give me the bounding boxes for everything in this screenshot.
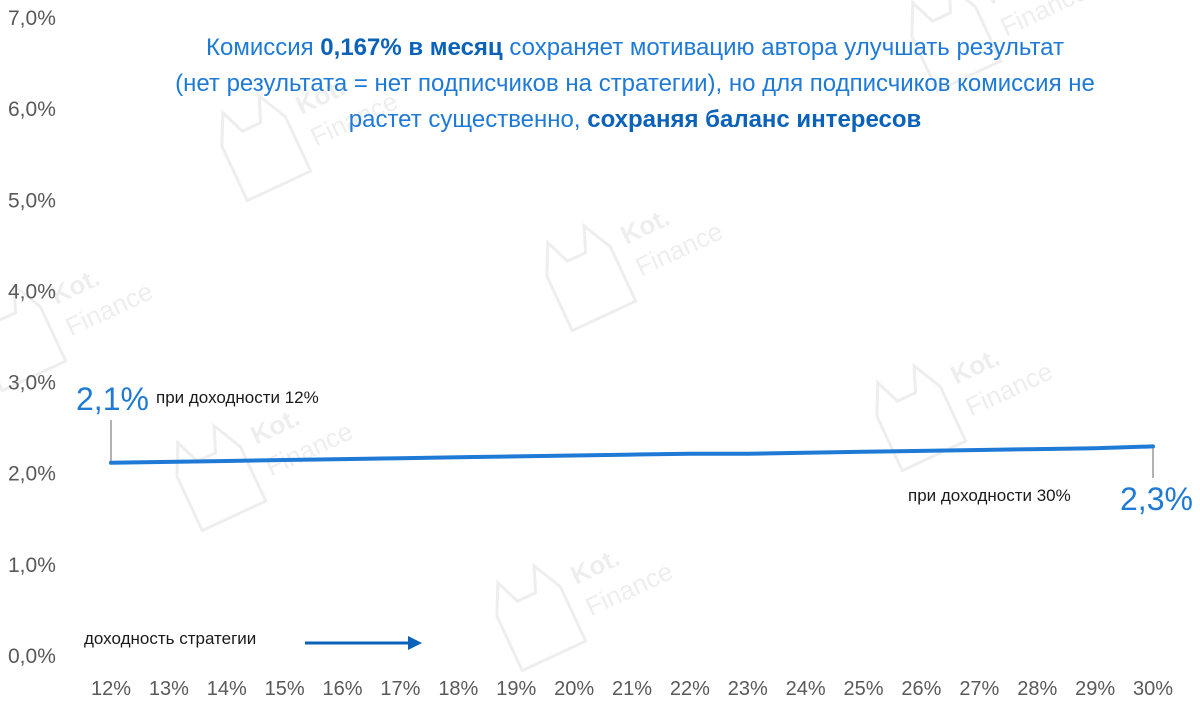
x-axis: 12% 13% 14% 15% 16% 17% 18% 19% 20% 21% 22% 23% 24% 2… [91,678,1173,700]
y-axis: 0,0% 1,0% 2,0% 3,0% 4,0% 5,0% 6,0% 7,0% [8,7,56,668]
x-tick-label: 26% [901,678,941,700]
chart-caption: Комиссия 0,167% в месяц сохраняет мотива… [100,30,1170,138]
y-tick-label: 6,0% [8,98,56,121]
x-tick-label: 20% [554,678,594,700]
x-tick-label: 30% [1133,678,1173,700]
y-tick-label: 1,0% [8,554,56,577]
x-tick-label: 24% [786,678,826,700]
x-tick-label: 23% [728,678,768,700]
x-tick-label: 27% [959,678,999,700]
x-tick-label: 19% [496,678,536,700]
x-axis-note: доходность стратегии [84,629,257,648]
watermark-logo: Kot.Finance [0,262,157,393]
x-tick-label: 17% [380,678,420,700]
end-value-label: 2,3% [1120,481,1193,517]
caption-line-2: (нет результата = нет подписчиков на стр… [175,70,1095,97]
series-line [109,444,1155,465]
x-tick-label: 13% [149,678,189,700]
x-tick-label: 14% [207,678,247,700]
x-tick-label: 15% [265,678,305,700]
y-tick-label: 5,0% [8,189,56,212]
watermark-logo: Kot.Finance [545,202,727,333]
x-tick-label: 21% [612,678,652,700]
start-note: при доходности 12% [156,388,319,407]
y-tick-label: 4,0% [8,280,56,303]
y-tick-label: 7,0% [8,7,56,30]
watermark-logo: Kot.Finance [875,342,1057,473]
end-note: при доходности 30% [908,486,1071,505]
x-tick-label: 25% [844,678,884,700]
start-value-label: 2,1% [76,381,149,417]
x-tick-label: 28% [1017,678,1057,700]
watermark-logo: Kot.Finance [495,542,677,673]
y-tick-label: 3,0% [8,372,56,395]
x-tick-label: 18% [438,678,478,700]
x-tick-label: 16% [323,678,363,700]
y-tick-label: 2,0% [8,463,56,486]
caption-line-3: растет существенно, сохраняя баланс инте… [348,106,922,133]
y-tick-label: 0,0% [8,645,56,668]
caption-line-1: Комиссия 0,167% в месяц сохраняет мотива… [205,34,1064,61]
x-tick-label: 12% [91,678,131,700]
x-tick-label: 22% [670,678,710,700]
axis-arrow [305,636,422,650]
x-tick-label: 29% [1075,678,1115,700]
